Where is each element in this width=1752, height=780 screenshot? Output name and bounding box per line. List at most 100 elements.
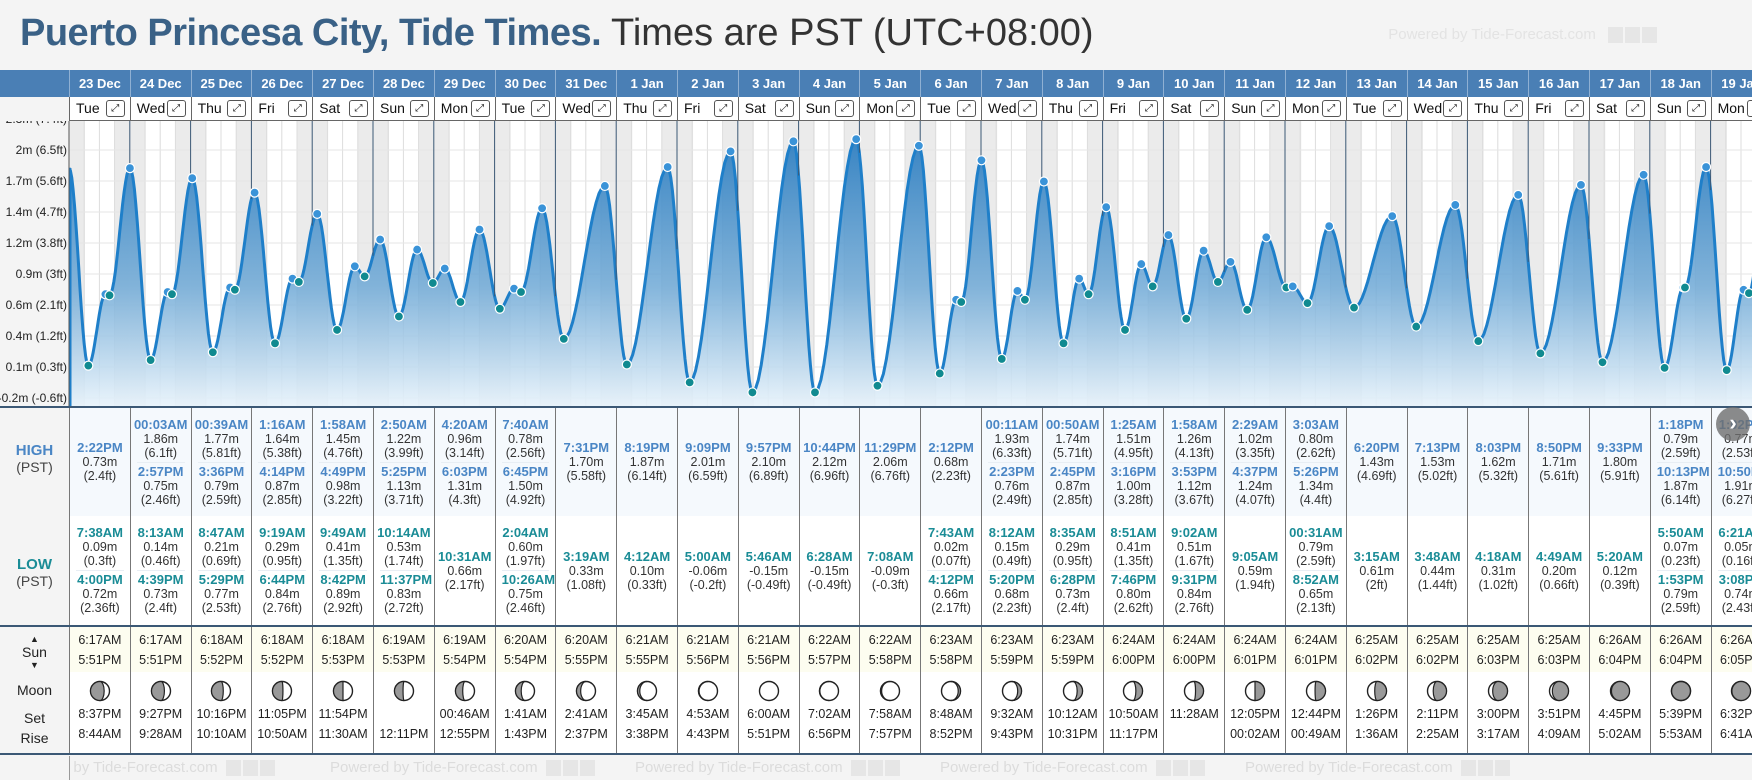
high-tide-height-m: 1.31m [447, 478, 483, 493]
moonset-time: 3:51PM [1537, 707, 1581, 721]
moon-cell: 12:05PM 00:02AM [1224, 672, 1285, 753]
high-tide-marker [788, 136, 799, 147]
expand-day-button[interactable]: ⤢ [531, 100, 551, 117]
low-tide-marker [1019, 294, 1031, 305]
low-tide-marker [809, 387, 821, 398]
expand-day-button[interactable]: ⤢ [1078, 100, 1098, 117]
expand-day-button[interactable]: ⤢ [1139, 100, 1159, 117]
weekday-cell: Thu ⤢ [1467, 97, 1529, 121]
sunrise-arrow-icon: ▲ [30, 634, 39, 644]
high-tide-row: HIGH (PST) 2:22PM 0.73m (2.4ft) 00:03AM 1.86… [0, 408, 1752, 516]
sunset-time: 5:52PM [260, 652, 304, 667]
moon-cell: 9:32AM 9:43PM [981, 672, 1042, 753]
expand-day-button[interactable]: ⤢ [774, 100, 794, 117]
high-tide-height-m: 1.62m [1480, 455, 1516, 469]
low-tide-cell: 8:13AM 0.14m (0.46ft) 4:39PM 0.73m (2.4ft) [129, 516, 191, 625]
expand-day-button[interactable]: ⤢ [1260, 100, 1280, 117]
low-tide-time: 8:13AM [137, 525, 184, 540]
expand-day-button[interactable]: ⤢ [1625, 100, 1645, 117]
expand-day-button[interactable]: ⤢ [470, 100, 490, 117]
y-axis-tick-label: 1.4m (4.7ft) [5, 204, 67, 219]
high-tide-time: 2:22PM [77, 440, 123, 455]
high-tide-marker [124, 163, 136, 174]
low-tide-height-ft: (1.02ft) [1478, 577, 1519, 592]
weekday-cell: Tue ⤢ [1345, 97, 1407, 121]
high-tide-entry: 5:26PM 1.34m (4.4ft) [1292, 461, 1340, 509]
low-tide-height-m: 0.60m [508, 540, 543, 554]
weekday-cell: Tue ⤢ [494, 97, 556, 121]
high-tide-time: 2:23PM [989, 463, 1035, 479]
high-tide-marker [439, 263, 450, 274]
expand-day-button[interactable]: ⤢ [105, 100, 125, 117]
moonset-time: 2:11PM [1416, 707, 1459, 721]
low-tide-entry: 5:20AM 0.12m (0.39ft) [1590, 548, 1650, 594]
expand-day-button[interactable]: ⤢ [227, 100, 247, 117]
low-tide-height-ft: (1.74ft) [384, 554, 424, 568]
moonrise-time: 12:55PM [439, 727, 490, 741]
expand-day-button[interactable]: ⤢ [288, 100, 308, 117]
high-tide-entry: 8:50PM 1.71m (5.61ft) [1529, 439, 1589, 485]
date-header-cell: 14 Jan [1406, 70, 1468, 97]
low-tide-marker [229, 284, 240, 295]
high-tide-time: 4:20AM [441, 416, 488, 432]
moonset-time: 00:46AM [439, 707, 490, 721]
expand-day-button[interactable]: ⤢ [1382, 100, 1402, 117]
moonrise-time: 7:57PM [868, 727, 912, 741]
surf-icon [259, 760, 275, 777]
expand-day-button[interactable]: ⤢ [1321, 100, 1341, 117]
moonrise-time: 2:25AM [1415, 727, 1460, 741]
low-tide-height-m: 0.21m [204, 540, 239, 554]
expand-icon: ⤢ [597, 103, 606, 114]
expand-day-button[interactable]: ⤢ [166, 100, 186, 117]
moon-times: 11:28AM [1164, 704, 1224, 744]
moonrise-time: 9:28AM [139, 727, 183, 741]
low-tide-cell: 2:04AM 0.60m (1.97ft) 10:26AM 0.75m (2.46ft) [494, 516, 556, 625]
low-tide-marker [621, 359, 632, 370]
weekday-label: Tue [927, 100, 951, 116]
high-tide-marker [662, 161, 673, 173]
high-tide-marker [976, 155, 987, 166]
expand-day-button[interactable]: ⤢ [1686, 100, 1706, 117]
low-tide-height-ft: (1.35ft) [1113, 554, 1154, 568]
expand-day-button[interactable]: ⤢ [1747, 100, 1752, 117]
low-tide-time: 2:04AM [502, 525, 549, 540]
moon-cell: 10:12AM 10:31PM [1041, 672, 1103, 753]
expand-day-button[interactable]: ⤢ [713, 100, 733, 117]
expand-day-button[interactable]: ⤢ [348, 100, 368, 117]
moon-phase-icon [393, 680, 415, 702]
low-tide-entry: 8:47AM 0.21m (0.69ft) [192, 524, 252, 570]
high-tide-time: 6:03PM [441, 463, 488, 479]
expand-day-button[interactable]: ⤢ [835, 100, 855, 117]
weekday-cell: Wed ⤢ [1406, 97, 1468, 121]
weekday-label: Sat [744, 100, 766, 116]
expand-day-button[interactable]: ⤢ [1564, 100, 1584, 117]
weekday-label: Fri [1109, 100, 1126, 116]
expand-day-button[interactable]: ⤢ [652, 100, 672, 117]
low-tide-height-m: 0.84m [264, 587, 300, 601]
weekday-cell: Sun ⤢ [1649, 97, 1711, 121]
low-tide-entry: 4:12AM 0.10m (0.33ft) [617, 548, 677, 594]
moon-phase-icon [1731, 680, 1752, 702]
expand-day-button[interactable]: ⤢ [1443, 100, 1463, 117]
expand-day-button[interactable]: ⤢ [1200, 100, 1220, 117]
high-tide-height-m: 1.51m [1116, 431, 1151, 446]
expand-day-button[interactable]: ⤢ [956, 100, 976, 117]
sun-separator [0, 625, 1752, 627]
moon-times: 11:54PM 11:30AM [313, 704, 373, 744]
expand-day-button[interactable]: ⤢ [896, 100, 916, 117]
high-tide-entry: 3:03AM 0.80m (2.62ft) [1286, 416, 1346, 462]
high-tide-time: 3:36PM [198, 463, 245, 479]
moonset-time: 4:45PM [1598, 707, 1642, 721]
low-tide-marker [1212, 276, 1224, 288]
footer-watermark: Powered by Tide-Forecast.com [940, 759, 1205, 777]
expand-day-button[interactable]: ⤢ [409, 100, 429, 117]
high-tide-cell: 1:16AM 1.64m (5.38ft) 4:14PM 0.87m (2.85ft) [251, 408, 313, 516]
high-tide-marker [1012, 285, 1023, 296]
expand-day-button[interactable]: ⤢ [592, 100, 612, 117]
next-page-button[interactable]: › [1716, 407, 1750, 441]
date-header-cell: 9 Jan [1102, 70, 1164, 97]
low-tide-height-m: 0.15m [994, 540, 1030, 554]
expand-day-button[interactable]: ⤢ [1017, 100, 1037, 117]
expand-day-button[interactable]: ⤢ [1504, 100, 1524, 117]
sunset-time: 6:03PM [1476, 652, 1520, 667]
